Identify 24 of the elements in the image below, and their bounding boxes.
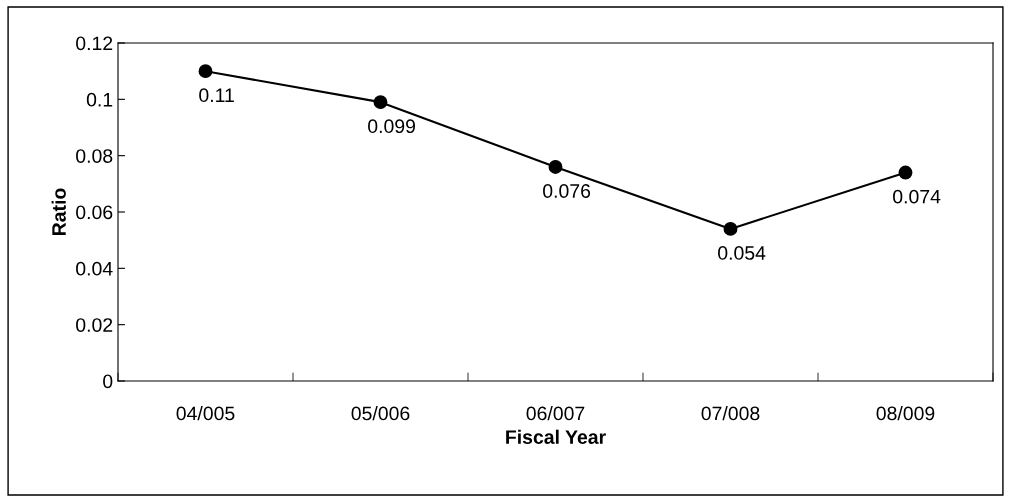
y-tick-label: 0.02 [76,318,113,332]
data-label: 0.054 [718,246,766,260]
y-tick-label: 0.1 [86,92,113,107]
data-label: 0.11 [199,88,234,103]
data-label: 0.076 [543,184,591,198]
data-label: 0.099 [368,119,416,134]
point [198,64,213,79]
x-tick-label: 07/008 [701,406,760,421]
y-tick-label: 0.06 [76,205,113,220]
x-axis-title: Fiscal Year [506,429,606,444]
x-tick-label: 05/006 [351,406,410,421]
point [723,221,738,236]
point [548,159,563,174]
y-tick-label: 0.12 [76,36,113,51]
x-tick-label: 04/005 [176,406,235,421]
y-axis-title: Ratio [51,188,66,235]
x-tick-label: 06/007 [526,406,585,421]
data-label: 0.074 [893,189,941,204]
y-tick-label: 0.08 [76,149,113,163]
x-tick-label: 08/009 [876,406,935,421]
point [373,95,388,110]
y-tick-label: 0.04 [76,261,113,276]
point [898,165,913,180]
y-tick-label: 0 [103,374,113,389]
